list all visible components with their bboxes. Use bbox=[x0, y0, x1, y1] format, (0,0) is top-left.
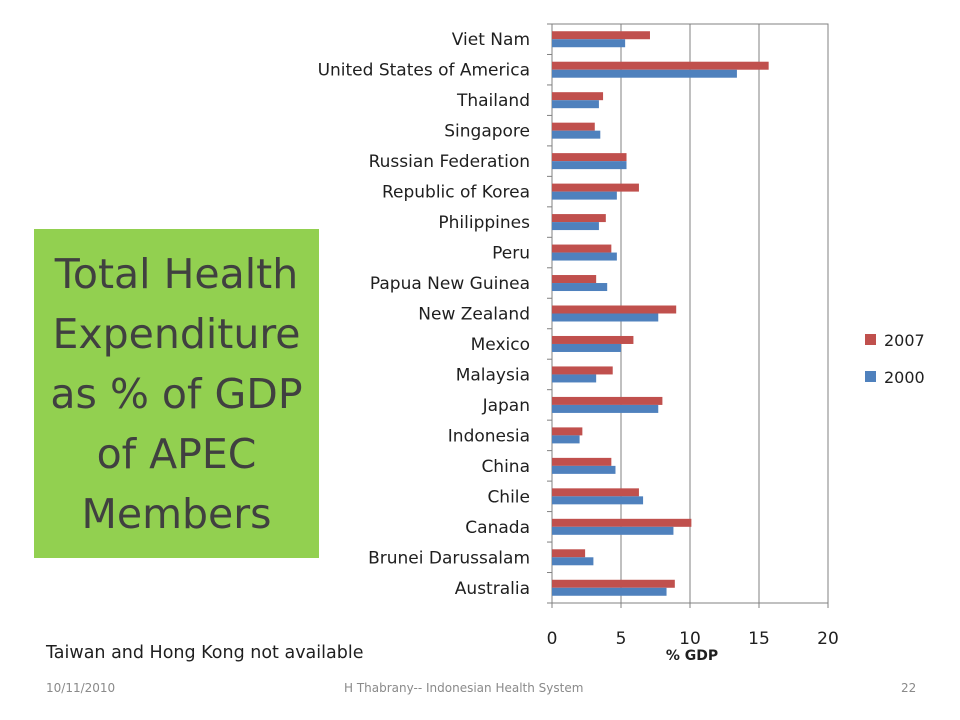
bar-2000 bbox=[552, 435, 580, 444]
bar-2007 bbox=[552, 549, 586, 558]
bar-2007 bbox=[552, 214, 606, 223]
category-label: Canada bbox=[465, 518, 530, 538]
bar-2000 bbox=[552, 69, 737, 78]
category-label: Russian Federation bbox=[369, 152, 530, 172]
bar-2007 bbox=[552, 31, 650, 40]
x-axis-label: % GDP bbox=[666, 648, 718, 664]
x-tick-label: 20 bbox=[817, 629, 839, 649]
availability-note: Taiwan and Hong Kong not available bbox=[46, 643, 364, 663]
bar-2000 bbox=[552, 161, 627, 170]
category-label: Republic of Korea bbox=[382, 183, 530, 203]
x-tick-label: 0 bbox=[547, 629, 558, 649]
bar-2007 bbox=[552, 92, 604, 101]
category-label: Mexico bbox=[471, 335, 530, 355]
footer-presenter: H Thabrany-- Indonesian Health System bbox=[344, 681, 584, 695]
bar-2000 bbox=[552, 313, 659, 322]
legend-swatch-2007 bbox=[865, 334, 876, 345]
category-label: Singapore bbox=[444, 122, 530, 142]
bar-2007 bbox=[552, 427, 583, 436]
footer-date: 10/11/2010 bbox=[46, 681, 116, 695]
slide-title: Total Health Expenditure as % of GDP of … bbox=[50, 249, 303, 538]
bar-2007 bbox=[552, 396, 663, 405]
category-label: Indonesia bbox=[448, 426, 530, 446]
category-label: Brunei Darussalam bbox=[368, 548, 530, 568]
bar-2007 bbox=[552, 153, 627, 162]
legend-label-2000: 2000 bbox=[884, 368, 925, 387]
bar-2000 bbox=[552, 130, 601, 139]
bar-2000 bbox=[552, 252, 617, 261]
category-label: Thailand bbox=[456, 91, 530, 111]
x-tick-label: 10 bbox=[679, 629, 701, 649]
bar-2007 bbox=[552, 366, 613, 375]
category-label: Chile bbox=[487, 487, 530, 507]
category-label: Japan bbox=[482, 396, 530, 416]
bar-2000 bbox=[552, 374, 597, 383]
category-label: Viet Nam bbox=[452, 30, 530, 50]
bar-2007 bbox=[552, 579, 675, 588]
bar-2000 bbox=[552, 343, 621, 352]
bar-2000 bbox=[552, 496, 644, 505]
legend-swatch-2000 bbox=[865, 371, 876, 382]
bar-2000 bbox=[552, 465, 616, 474]
x-tick-label: 15 bbox=[748, 629, 770, 649]
bar-2000 bbox=[552, 191, 617, 200]
category-label: China bbox=[481, 457, 530, 477]
bar-2007 bbox=[552, 61, 769, 70]
bar-2000 bbox=[552, 39, 626, 48]
category-label: United States of America bbox=[318, 61, 530, 81]
category-label: New Zealand bbox=[418, 305, 530, 325]
bar-2007 bbox=[552, 518, 692, 527]
bar-2007 bbox=[552, 488, 639, 497]
bar-2000 bbox=[552, 222, 599, 231]
bar-2007 bbox=[552, 244, 612, 253]
category-label: Malaysia bbox=[456, 365, 530, 385]
bar-2000 bbox=[552, 526, 674, 535]
footer-page-number: 22 bbox=[901, 681, 917, 695]
bar-2007 bbox=[552, 457, 612, 466]
bar-2007 bbox=[552, 305, 677, 314]
bar-2000 bbox=[552, 283, 608, 292]
bar-2000 bbox=[552, 587, 667, 596]
bar-2007 bbox=[552, 275, 597, 284]
x-tick-label: 5 bbox=[616, 629, 627, 649]
category-label: Peru bbox=[492, 244, 530, 264]
category-label: Philippines bbox=[438, 213, 530, 233]
bar-2000 bbox=[552, 404, 659, 413]
category-label: Papua New Guinea bbox=[370, 274, 530, 294]
bar-2007 bbox=[552, 122, 595, 131]
bar-2000 bbox=[552, 557, 594, 566]
bar-2000 bbox=[552, 100, 599, 109]
category-label: Australia bbox=[455, 579, 530, 599]
bar-2007 bbox=[552, 183, 639, 192]
legend-label-2007: 2007 bbox=[884, 331, 925, 350]
title-box: Total Health Expenditure as % of GDP of … bbox=[34, 229, 319, 558]
bar-2007 bbox=[552, 335, 634, 344]
